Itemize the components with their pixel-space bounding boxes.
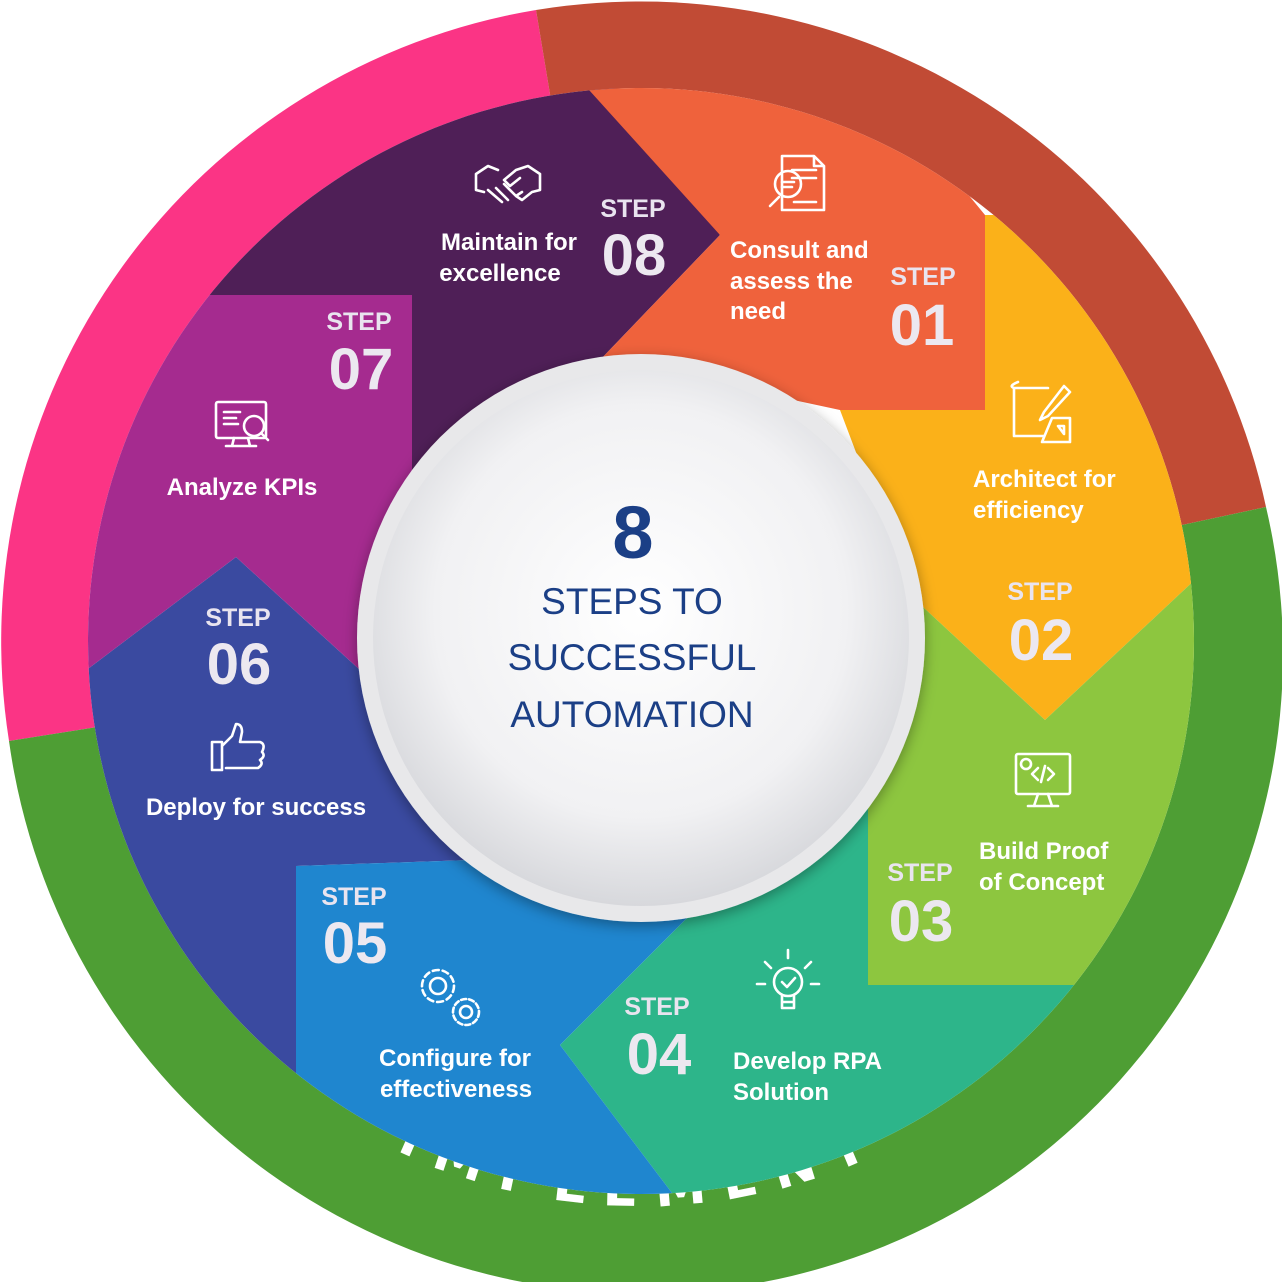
handshake-icon <box>474 164 542 204</box>
step-01: STEP 01 Consult and assess the need <box>730 154 956 358</box>
step-06: STEP 06 Deploy for success <box>146 604 366 821</box>
document-search-icon <box>768 154 826 212</box>
step-03-label-line-2: of Concept <box>979 869 1104 896</box>
step-04-label-line-2: Solution <box>733 1079 829 1106</box>
step-08-word: STEP <box>600 195 665 223</box>
thumbs-up-icon <box>210 722 265 772</box>
step-05-word: STEP <box>321 883 386 911</box>
step-01-label-line-2: assess the <box>730 268 853 295</box>
step-01-label-line-3: need <box>730 298 786 325</box>
monitor-code-icon <box>1014 752 1072 808</box>
gears-icon <box>420 968 481 1027</box>
step-05: STEP 05 Configure for effectiveness <box>321 883 532 1103</box>
step-07-word: STEP <box>326 308 391 336</box>
step-05-label-line-2: effectiveness <box>380 1076 532 1103</box>
step-03: Build Proof of Concept STEP 03 <box>887 752 1109 954</box>
step-08: STEP 08 Maintain for excellence <box>439 164 667 288</box>
step-06-word: STEP <box>205 604 270 632</box>
step-01-segment <box>580 88 985 410</box>
center-number: 8 <box>612 491 653 574</box>
step-04-label-line-1: Develop RPA <box>733 1048 882 1075</box>
step-07-segment <box>88 295 412 690</box>
step-03-segment <box>868 575 1194 985</box>
step-07-number: 07 <box>329 337 394 402</box>
center-line-2: SUCCESSFUL <box>508 637 757 678</box>
step-02-word: STEP <box>1007 578 1072 606</box>
step-06-label: Deploy for success <box>146 794 366 821</box>
step-07-label: Analyze KPIs <box>167 474 318 501</box>
center-line-1: STEPS TO <box>541 581 723 622</box>
lightbulb-icon <box>755 948 821 1010</box>
center-line-3: AUTOMATION <box>510 694 753 735</box>
step-01-word: STEP <box>890 263 955 291</box>
step-04-number: 04 <box>627 1022 692 1087</box>
hub-disc <box>373 370 909 906</box>
step-03-number: 03 <box>889 889 954 954</box>
step-08-label-line-1: Maintain for <box>441 229 577 256</box>
step-02: Architect for efficiency STEP 02 <box>973 380 1116 673</box>
step-02-number: 02 <box>1009 608 1074 673</box>
step-08-number: 08 <box>602 223 667 288</box>
blueprint-ruler-icon <box>1010 380 1072 444</box>
monitor-analysis-icon <box>214 400 270 448</box>
step-03-word: STEP <box>887 859 952 887</box>
step-04: STEP 04 Develop RPA Solution <box>624 948 882 1106</box>
center-hub: 8 STEPS TO SUCCESSFUL AUTOMATION <box>357 354 925 922</box>
step-05-label-line-1: Configure for <box>379 1045 531 1072</box>
step-02-label-line-2: efficiency <box>973 497 1084 524</box>
step-01-number: 01 <box>890 293 955 358</box>
step-03-label-line-1: Build Proof <box>979 838 1109 865</box>
step-01-label-line-1: Consult and <box>730 237 869 264</box>
step-08-label-line-2: excellence <box>439 260 560 287</box>
step-02-label-line-1: Architect for <box>973 466 1116 493</box>
step-04-word: STEP <box>624 993 689 1021</box>
step-05-number: 05 <box>323 911 388 976</box>
step-06-number: 06 <box>207 632 272 697</box>
step-07: STEP 07 Analyze KPIs <box>167 308 394 501</box>
